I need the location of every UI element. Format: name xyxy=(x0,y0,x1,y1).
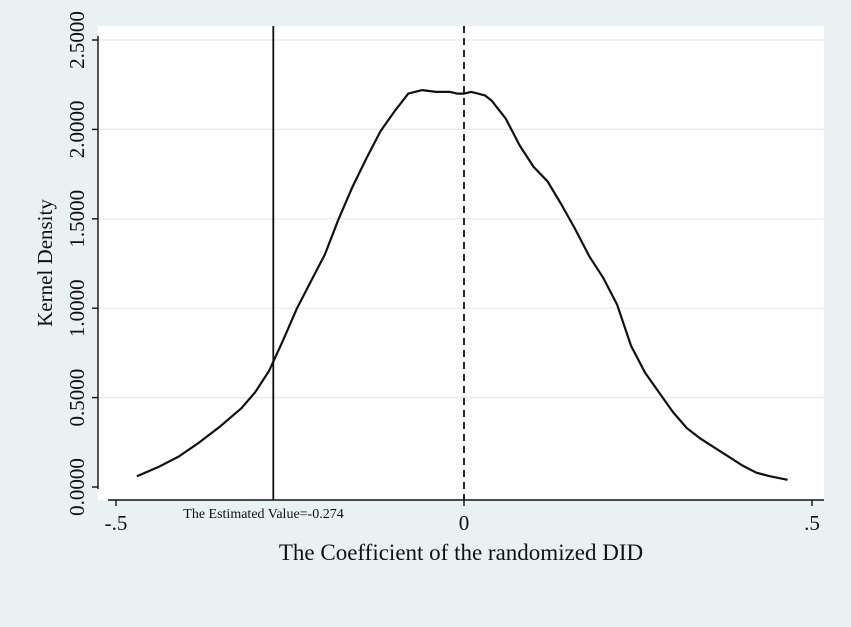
estimated-value-annotation: The Estimated Value=-0.274 xyxy=(183,507,343,522)
x-tick-label: -.5 xyxy=(105,511,128,535)
x-tick-label: 0 xyxy=(459,511,470,535)
plot-area xyxy=(98,26,824,500)
reference-lines xyxy=(272,26,465,500)
density-curve-line xyxy=(136,89,788,481)
grid-lines xyxy=(98,39,824,399)
y-axis-title: Kernel Density xyxy=(33,199,57,327)
y-tick-label: 0.0000 xyxy=(65,458,89,516)
y-tick-label: 0.5000 xyxy=(65,369,89,427)
axes: 0.0000 0.5000 1.0000 1.5000 2.0000 2.5000 -.5 0… xyxy=(65,11,824,535)
y-tick-label: 2.0000 xyxy=(65,101,89,159)
y-tick-label: 1.0000 xyxy=(65,279,89,337)
y-tick-label: 2.5000 xyxy=(65,11,89,69)
x-tick-label: .5 xyxy=(804,511,820,535)
x-axis-title: The Coefficient of the randomized DID xyxy=(279,540,643,565)
y-tick-label: 1.5000 xyxy=(65,190,89,248)
